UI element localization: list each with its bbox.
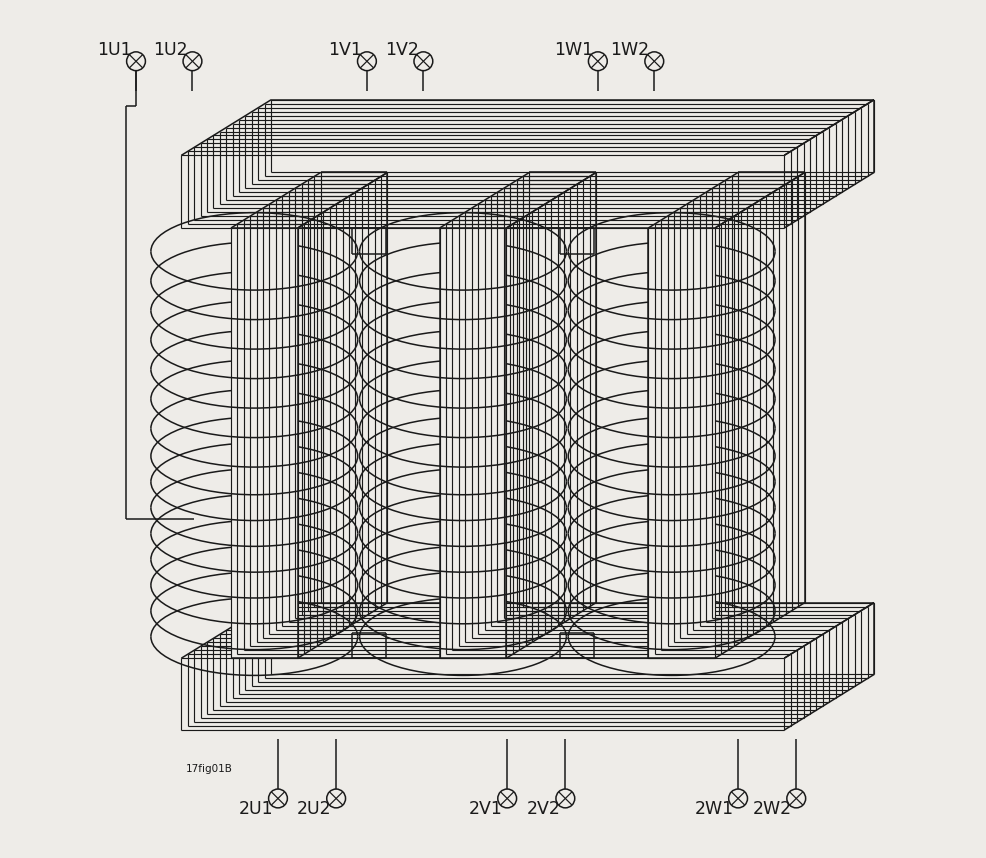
Bar bbox=[181, 155, 784, 228]
Bar bbox=[439, 228, 506, 658]
Bar bbox=[231, 228, 298, 658]
Text: 2W2: 2W2 bbox=[751, 801, 791, 819]
Bar bbox=[181, 95, 878, 730]
Text: 1U2: 1U2 bbox=[153, 41, 187, 59]
Bar bbox=[181, 658, 784, 730]
Text: 2V1: 2V1 bbox=[468, 801, 502, 819]
Text: 1V1: 1V1 bbox=[328, 41, 362, 59]
Text: 1U1: 1U1 bbox=[97, 41, 131, 59]
Text: 1W1: 1W1 bbox=[553, 41, 593, 59]
Text: 17fig01B: 17fig01B bbox=[185, 764, 233, 774]
Text: 1V2: 1V2 bbox=[385, 41, 418, 59]
Text: 2U2: 2U2 bbox=[297, 801, 331, 819]
Text: 2W1: 2W1 bbox=[693, 801, 733, 819]
Text: 1W2: 1W2 bbox=[609, 41, 649, 59]
Text: 2V2: 2V2 bbox=[527, 801, 560, 819]
Text: 2U1: 2U1 bbox=[239, 801, 273, 819]
Bar bbox=[648, 228, 714, 658]
